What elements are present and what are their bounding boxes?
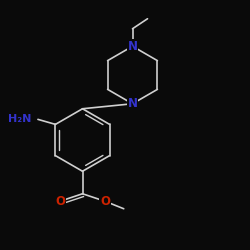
Text: N: N (128, 40, 138, 53)
Text: O: O (55, 195, 65, 208)
Text: O: O (100, 195, 110, 208)
Text: N: N (128, 97, 138, 110)
Text: H₂N: H₂N (8, 114, 32, 124)
